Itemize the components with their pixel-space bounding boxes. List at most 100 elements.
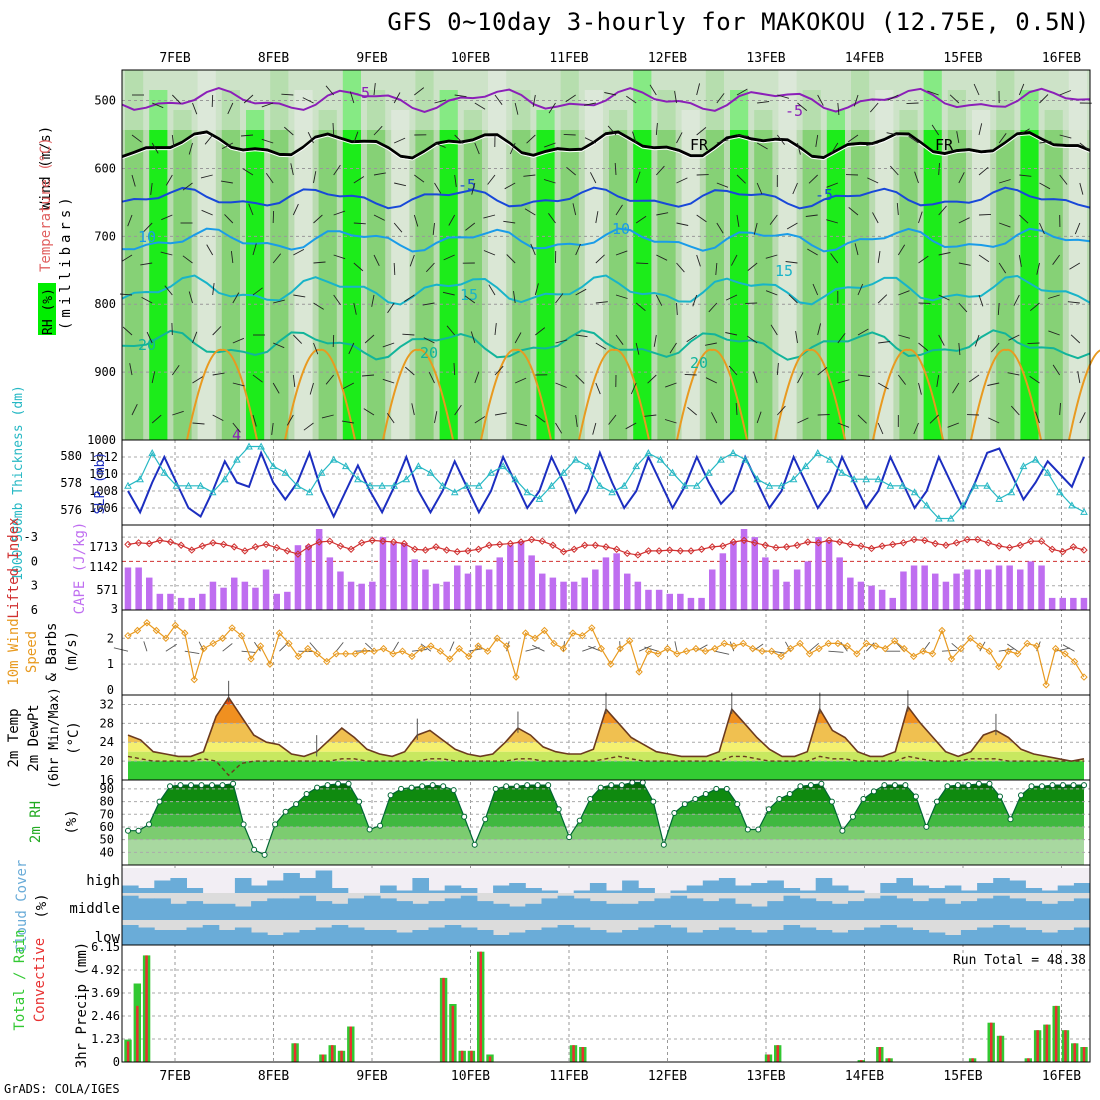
cloud-cell-middle [718, 898, 736, 920]
thickness-point [475, 481, 483, 489]
wind-barb [978, 213, 992, 216]
wind-barb [837, 333, 846, 344]
wind-speed-point [190, 675, 198, 684]
cloud-cell-low [493, 935, 510, 945]
wind-barb [635, 342, 640, 355]
wind-speed-point [133, 626, 142, 635]
cloud-cell-high [460, 888, 478, 893]
wind-barb [887, 94, 899, 101]
cloud-cell-low [347, 927, 365, 945]
wind-barb [514, 332, 522, 344]
wind-barb [353, 222, 366, 225]
wind-barb [373, 125, 383, 136]
pressure-tick-label: 800 [94, 297, 116, 311]
wind-barb [1019, 128, 1030, 136]
li-point [357, 539, 366, 547]
wind-barb [446, 325, 456, 336]
cloud-cell-high [138, 888, 155, 893]
wind-speed-point [701, 647, 710, 655]
wind-barb [504, 182, 516, 190]
cloud-cell-low [718, 927, 736, 945]
rh-point [587, 796, 594, 802]
wind-barb [402, 333, 415, 336]
wind-barb [1039, 140, 1052, 144]
cape-bar [369, 581, 376, 610]
li-point [1037, 537, 1046, 545]
thickness-point [305, 488, 314, 496]
wind-barb [192, 376, 203, 384]
rh2m-axis-label: 2m RH [28, 801, 44, 843]
li-point [134, 539, 143, 547]
cape-bar [358, 583, 365, 610]
li-point [793, 541, 801, 549]
contour-label: -5 [815, 186, 833, 204]
wind-barb [361, 374, 375, 377]
wind-speed-point [162, 634, 170, 642]
cape-bar [475, 565, 482, 610]
wind-barb [575, 334, 588, 338]
cloud-cell-low [896, 927, 913, 945]
li-point [1069, 543, 1078, 551]
contour-label: 20 [690, 354, 708, 372]
cloud-cell-middle [460, 895, 478, 920]
cloud-cell-low [412, 930, 429, 945]
cape-bar [411, 559, 418, 610]
temp-tick-label: 20 [100, 754, 114, 768]
rh-band [415, 70, 434, 440]
wind-speed-point [1004, 647, 1012, 655]
rh-point [776, 796, 783, 802]
wind-barb [514, 102, 519, 115]
rh-point [839, 827, 846, 834]
slp-axis-label: SLP (mb) [93, 452, 108, 515]
wind-speed-point [323, 657, 331, 666]
rh-band [128, 814, 1084, 827]
thickness-point [971, 481, 979, 489]
wind-speed-point [474, 642, 482, 650]
cloud-cell-middle [525, 903, 542, 920]
cloud-cell-high [251, 885, 268, 893]
wind-barb [204, 134, 214, 145]
wind-speed-point [398, 647, 407, 655]
date-label-top: 10FEB [451, 51, 490, 66]
contour-25-peak [186, 348, 258, 441]
wind-barb [797, 142, 801, 155]
cloud-cell-middle [557, 895, 575, 920]
rh-point [482, 816, 489, 823]
wind-barb [973, 83, 980, 96]
wind-barb [333, 164, 341, 176]
wind-barb [788, 294, 798, 304]
surface-wind-barb [644, 646, 659, 652]
wind-barb [968, 374, 980, 383]
wind-barb [655, 165, 665, 176]
cape-bar [1006, 565, 1013, 610]
wind-barb [716, 93, 725, 104]
rh-band [851, 70, 870, 440]
wind-barb [815, 134, 819, 147]
cloud-cell-middle [380, 898, 397, 920]
cloud-cell-low [315, 927, 333, 945]
li-point [464, 547, 472, 555]
rh-point [1007, 816, 1014, 823]
rh-band [778, 70, 797, 440]
wind-barb [555, 382, 567, 388]
li-point [857, 542, 865, 550]
cloud-cell-high [444, 885, 462, 893]
wind-barb [292, 203, 299, 216]
cape-bar [262, 569, 270, 610]
cloud-cell-middle [170, 903, 187, 920]
rh-point [335, 780, 342, 787]
wind-barb [974, 334, 980, 347]
cloud-cell-high [154, 880, 171, 893]
wind-barb [725, 332, 738, 336]
cloud-cell-middle [444, 898, 462, 920]
cloud-cell-low [831, 932, 849, 945]
rh-point [366, 826, 373, 833]
surface-wind-barb [1007, 643, 1018, 652]
precip-convective-bar [990, 1022, 993, 1062]
wind-speed-point [578, 631, 587, 640]
cape-bar [847, 577, 854, 610]
thickness-point [705, 468, 713, 476]
cape-bar [645, 589, 652, 610]
wind-barb [853, 94, 859, 107]
wind-barb [325, 85, 335, 96]
